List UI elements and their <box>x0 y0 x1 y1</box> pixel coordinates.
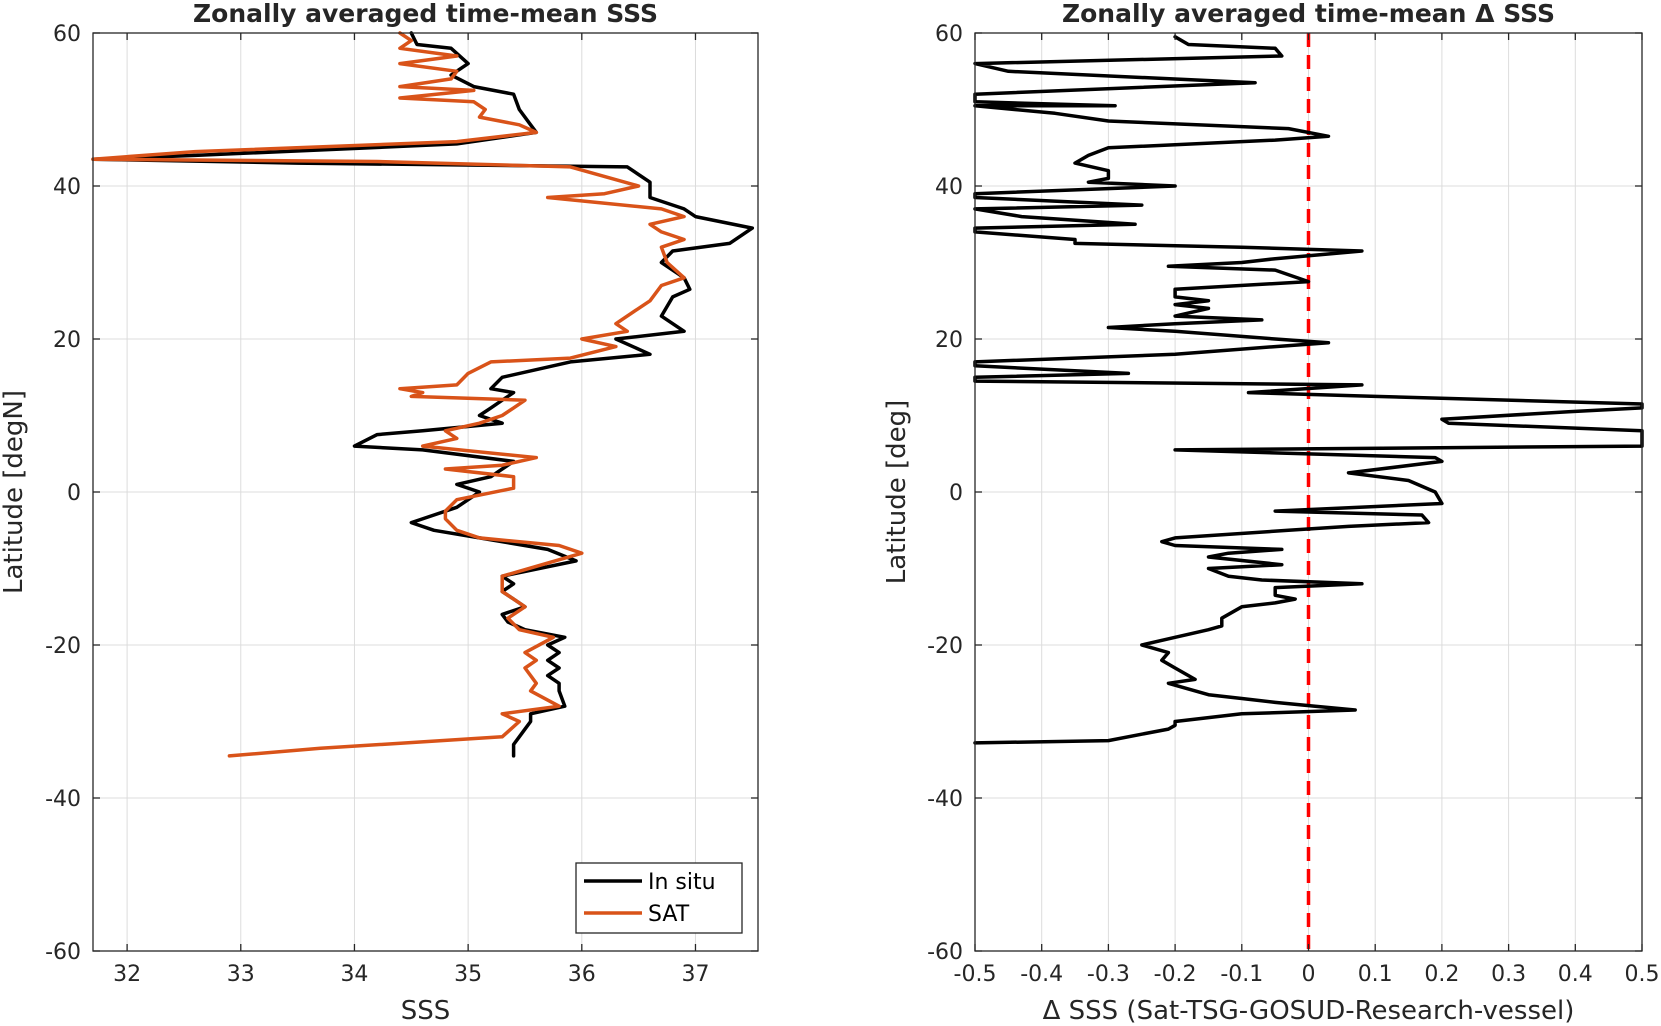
y-tick-label: 20 <box>53 328 81 353</box>
y-tick-label: -60 <box>45 940 81 965</box>
y-tick-label: 40 <box>53 175 81 200</box>
y-axis-label-sss: Latitude [degN] <box>0 390 29 594</box>
y-tick-label: 0 <box>67 481 81 506</box>
x-tick-label: 35 <box>454 962 482 987</box>
grid-sss <box>93 32 758 952</box>
series-line-sat <box>91 31 686 758</box>
chart-sss-panel: 32 33 34 35 36 37 60 40 20 0 -20 -40 -60 Zonally ave… <box>0 0 759 1026</box>
ticks-delta-sss: -0.5 -0.4 -0.3 -0.2 -0.1 0 0.1 0.2 0.3 0.4 0.5 60 40… <box>927 22 1659 987</box>
x-tick-label: 0.1 <box>1358 962 1393 987</box>
y-tick-label: -40 <box>45 787 81 812</box>
x-tick-label: 33 <box>227 962 255 987</box>
x-tick-label: -0.5 <box>954 962 997 987</box>
x-tick-label: 0.2 <box>1424 962 1459 987</box>
x-tick-label: 36 <box>568 962 596 987</box>
y-tick-label: -20 <box>927 634 963 659</box>
series-line-delta-sss <box>973 35 1644 745</box>
series-group-sss <box>91 31 755 758</box>
x-tick-label: 32 <box>113 962 141 987</box>
legend-label-in-situ: In situ <box>648 870 716 895</box>
series-line-in-situ <box>91 31 755 758</box>
legend-label-sat: SAT <box>648 902 690 927</box>
x-tick-label: 0.4 <box>1558 962 1593 987</box>
x-tick-label: 0.5 <box>1625 962 1660 987</box>
chart-title-delta-sss: Zonally averaged time-mean Δ SSS <box>1062 0 1555 28</box>
y-tick-label: -40 <box>927 787 963 812</box>
x-tick-label: -0.3 <box>1087 962 1130 987</box>
x-axis-label-sss: SSS <box>401 996 451 1026</box>
chart-title-sss: Zonally averaged time-mean SSS <box>193 0 658 28</box>
y-tick-label: 0 <box>949 481 963 506</box>
x-tick-label: 37 <box>681 962 709 987</box>
legend-box <box>575 862 743 934</box>
x-tick-label: -0.4 <box>1020 962 1063 987</box>
x-tick-label: 34 <box>340 962 368 987</box>
y-tick-label: 20 <box>935 328 963 353</box>
legend: In situ SAT <box>575 862 743 934</box>
x-tick-label: -0.1 <box>1220 962 1263 987</box>
ticks-sss: 32 33 34 35 36 37 60 40 20 0 -20 -40 -60 <box>45 22 758 987</box>
x-axis-label-delta-sss: Δ SSS (Sat-TSG-GOSUD-Research-vessel) <box>1043 996 1575 1026</box>
y-tick-label: -20 <box>45 634 81 659</box>
x-tick-label: -0.2 <box>1154 962 1197 987</box>
x-tick-label: 0 <box>1302 962 1316 987</box>
y-tick-label: 60 <box>935 22 963 47</box>
y-tick-label: 60 <box>53 22 81 47</box>
y-axis-label-delta-sss: Latitude [deg] <box>882 400 912 585</box>
series-group-delta-sss <box>973 35 1644 745</box>
y-tick-label: -60 <box>927 940 963 965</box>
y-tick-label: 40 <box>935 175 963 200</box>
x-tick-label: 0.3 <box>1491 962 1526 987</box>
chart-delta-sss-panel: -0.5 -0.4 -0.3 -0.2 -0.1 0 0.1 0.2 0.3 0.4 0.5 60 40… <box>882 0 1660 1026</box>
